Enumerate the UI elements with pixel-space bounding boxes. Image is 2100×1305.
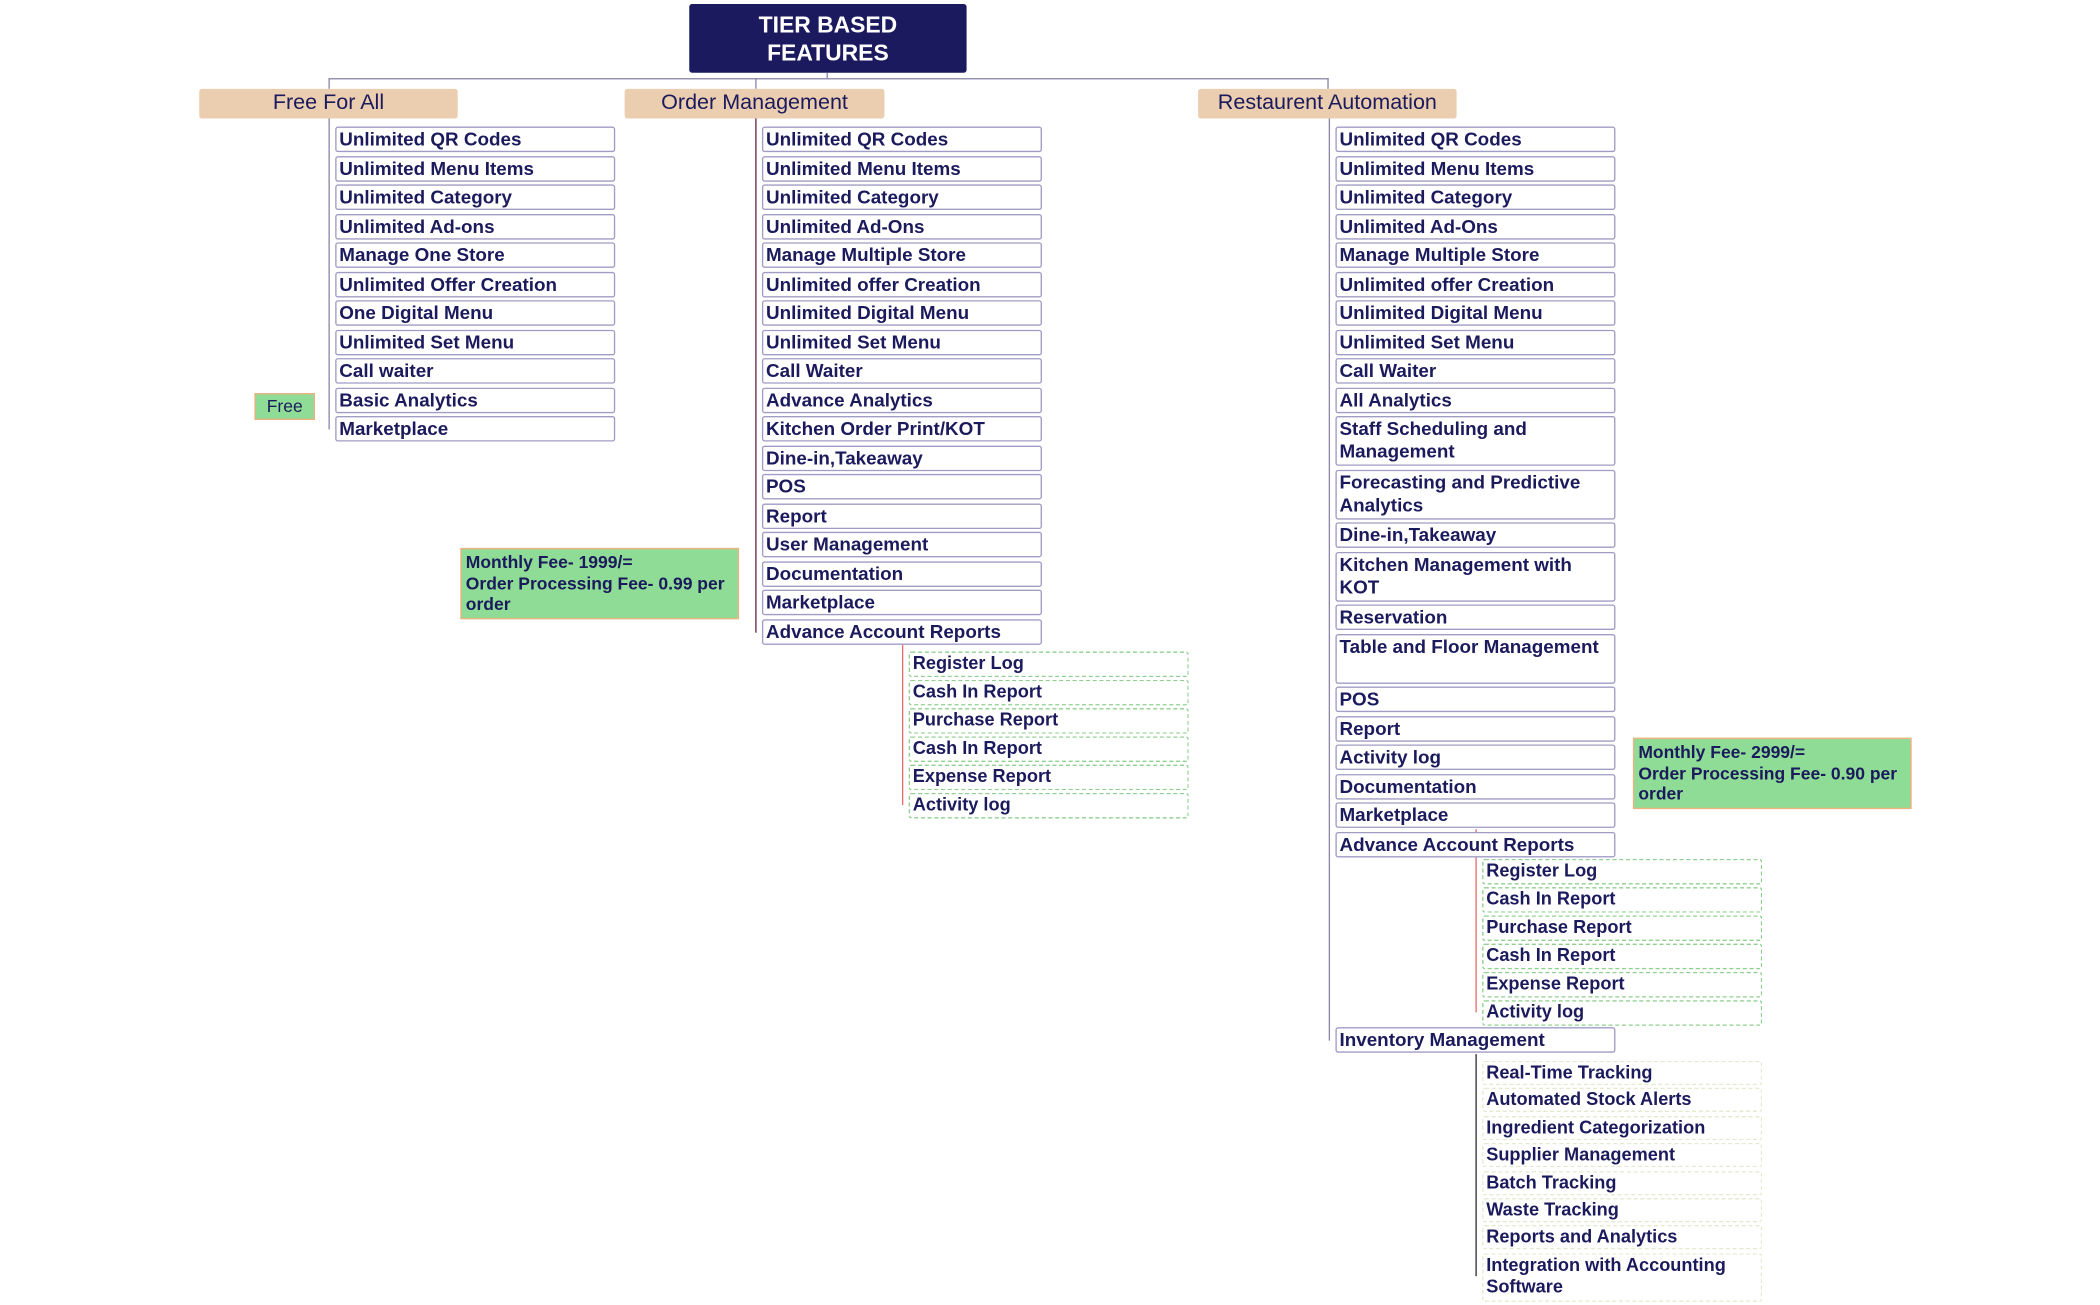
feature-item[interactable]: Cash In Report [1482, 887, 1763, 913]
feature-item[interactable]: Unlimited Category [761, 184, 1042, 211]
feature-item[interactable]: Dine-in,Takeaway [1335, 522, 1616, 548]
feature-item[interactable]: Report [1335, 715, 1616, 742]
root-node[interactable]: TIER BASED FEATURES [689, 4, 967, 73]
feature-item[interactable]: Unlimited QR Codes [1335, 126, 1616, 153]
feature-item[interactable]: Unlimited Set Menu [1335, 329, 1616, 355]
feature-item[interactable]: User Management [761, 531, 1042, 558]
feature-item[interactable]: Cash In Report [908, 679, 1189, 705]
feature-item[interactable]: Marketplace [1335, 802, 1616, 828]
feature-item[interactable]: Cash In Report [1482, 944, 1763, 969]
feature-item[interactable]: Cash In Report [908, 736, 1189, 762]
connector [755, 118, 757, 633]
feature-item[interactable]: POS [1335, 686, 1616, 713]
feature-item[interactable]: Register Log [1482, 858, 1763, 884]
feature-item[interactable]: All Analytics [1335, 387, 1616, 413]
feature-item[interactable]: Unlimited Menu Items [761, 155, 1042, 182]
feature-item[interactable]: Purchase Report [1482, 915, 1763, 941]
feature-item[interactable]: Call waiter [335, 358, 616, 384]
feature-item[interactable]: Marketplace [761, 589, 1042, 616]
feature-item[interactable]: Table and Floor Management [1335, 633, 1616, 684]
feature-item[interactable]: Call Waiter [1335, 358, 1616, 384]
feature-item[interactable]: Dine-in,Takeaway [761, 444, 1042, 471]
feature-item[interactable]: Reports and Analytics [1482, 1225, 1763, 1250]
feature-item[interactable]: Unlimited QR Codes [335, 126, 616, 153]
feature-item[interactable]: Unlimited offer Creation [1335, 271, 1616, 297]
connector [1327, 78, 1329, 89]
free-price-badge: Free [254, 393, 316, 421]
feature-item[interactable]: Manage Multiple Store [1335, 242, 1616, 268]
inventory-node: Inventory Management [1335, 1027, 1616, 1056]
inventory-features: Real-Time Tracking Automated Stock Alerts… [1482, 1060, 1763, 1305]
feature-item[interactable]: Staff Scheduling and Management [1335, 415, 1616, 466]
connector [1328, 118, 1331, 1041]
feature-item[interactable]: Kitchen Management with KOT [1335, 551, 1616, 602]
restaurant-automation-features: Unlimited QR Codes Unlimited Menu Items Un… [1335, 126, 1616, 861]
feature-item[interactable]: Unlimited Digital Menu [1335, 300, 1616, 326]
free-tier-features: Unlimited QR Codes Unlimited Menu Items Un… [335, 126, 616, 445]
connector [328, 118, 330, 430]
feature-item[interactable]: Batch Tracking [1482, 1170, 1763, 1195]
order-management-account-reports: Register Log Cash In Report Purchase Repor… [908, 651, 1189, 822]
feature-item[interactable]: Activity log [1482, 1000, 1763, 1026]
feature-item[interactable]: Manage Multiple Store [761, 242, 1042, 268]
tier-header-free[interactable]: Free For All [199, 88, 458, 119]
feature-item[interactable]: Activity log [1335, 744, 1616, 771]
feature-item[interactable]: Unlimited Ad-ons [335, 213, 616, 239]
feature-item[interactable]: Forecasting and Predictive Analytics [1335, 469, 1616, 519]
feature-item[interactable]: Advance Account Reports [1335, 831, 1616, 857]
feature-item[interactable]: Expense Report [908, 765, 1189, 791]
feature-item[interactable]: Unlimited Set Menu [761, 329, 1042, 355]
feature-item[interactable]: One Digital Menu [335, 300, 616, 326]
feature-item[interactable]: Documentation [1335, 773, 1616, 799]
feature-item[interactable]: Reservation [1335, 604, 1616, 631]
feature-item[interactable]: Unlimited Ad-Ons [761, 213, 1042, 239]
restaurant-automation-account-reports: Register Log Cash In Report Purchase Repor… [1482, 858, 1763, 1029]
feature-item[interactable]: Unlimited Menu Items [1335, 155, 1616, 182]
feature-item[interactable]: Unlimited Digital Menu [761, 300, 1042, 326]
connector [1475, 829, 1477, 1013]
connector [755, 78, 757, 89]
feature-item[interactable]: Unlimited Category [1335, 184, 1616, 211]
feature-item[interactable]: Waste Tracking [1482, 1198, 1763, 1223]
feature-item[interactable]: Unlimited Offer Creation [335, 271, 616, 297]
feature-item[interactable]: Expense Report [1482, 972, 1763, 998]
connector [1475, 1054, 1477, 1277]
feature-item[interactable]: Unlimited offer Creation [761, 271, 1042, 297]
feature-item[interactable]: Integration with Accounting Software [1482, 1252, 1763, 1302]
feature-item[interactable]: Unlimited Category [335, 184, 616, 211]
feature-item[interactable]: Real-Time Tracking [1482, 1060, 1763, 1086]
feature-item[interactable]: Register Log [908, 651, 1189, 677]
feature-item[interactable]: Unlimited Set Menu [335, 329, 616, 355]
restaurant-automation-fee-note: Monthly Fee- 2999/= Order Processing Fee… [1632, 737, 1912, 809]
feature-item[interactable]: Ingredient Categorization [1482, 1115, 1763, 1140]
feature-item[interactable]: Unlimited Menu Items [335, 155, 616, 182]
connector [826, 72, 828, 79]
feature-item[interactable]: Kitchen Order Print/KOT [761, 415, 1042, 442]
feature-item[interactable]: Purchase Report [908, 708, 1189, 734]
feature-item[interactable]: Supplier Management [1482, 1143, 1763, 1168]
feature-item[interactable]: Activity log [908, 793, 1189, 819]
connector [901, 644, 904, 806]
feature-item[interactable]: Call Waiter [761, 358, 1042, 384]
tier-header-order-management[interactable]: Order Management [624, 88, 885, 119]
feature-item[interactable]: POS [761, 473, 1042, 500]
feature-item[interactable]: Marketplace [335, 415, 616, 442]
feature-item[interactable]: Advance Analytics [761, 387, 1042, 413]
feature-item[interactable]: Unlimited Ad-Ons [1335, 213, 1616, 239]
tier-header-restaurant-automation[interactable]: Restaurent Automation [1198, 88, 1457, 119]
connector [328, 78, 1329, 80]
feature-item[interactable]: Report [761, 502, 1042, 529]
inventory-management-item[interactable]: Inventory Management [1335, 1027, 1616, 1053]
feature-item[interactable]: Automated Stock Alerts [1482, 1088, 1763, 1113]
feature-item[interactable]: Manage One Store [335, 242, 616, 268]
root-title: TIER BASED FEATURES [758, 11, 898, 66]
feature-item[interactable]: Documentation [761, 560, 1042, 587]
feature-item[interactable]: Unlimited QR Codes [761, 126, 1042, 153]
order-management-features: Unlimited QR Codes Unlimited Menu Items Un… [761, 126, 1042, 648]
order-management-fee-note: Monthly Fee- 1999/= Order Processing Fee… [460, 547, 740, 619]
feature-item[interactable]: Basic Analytics [335, 387, 616, 413]
connector [328, 78, 330, 89]
feature-item[interactable]: Advance Account Reports [761, 618, 1042, 645]
